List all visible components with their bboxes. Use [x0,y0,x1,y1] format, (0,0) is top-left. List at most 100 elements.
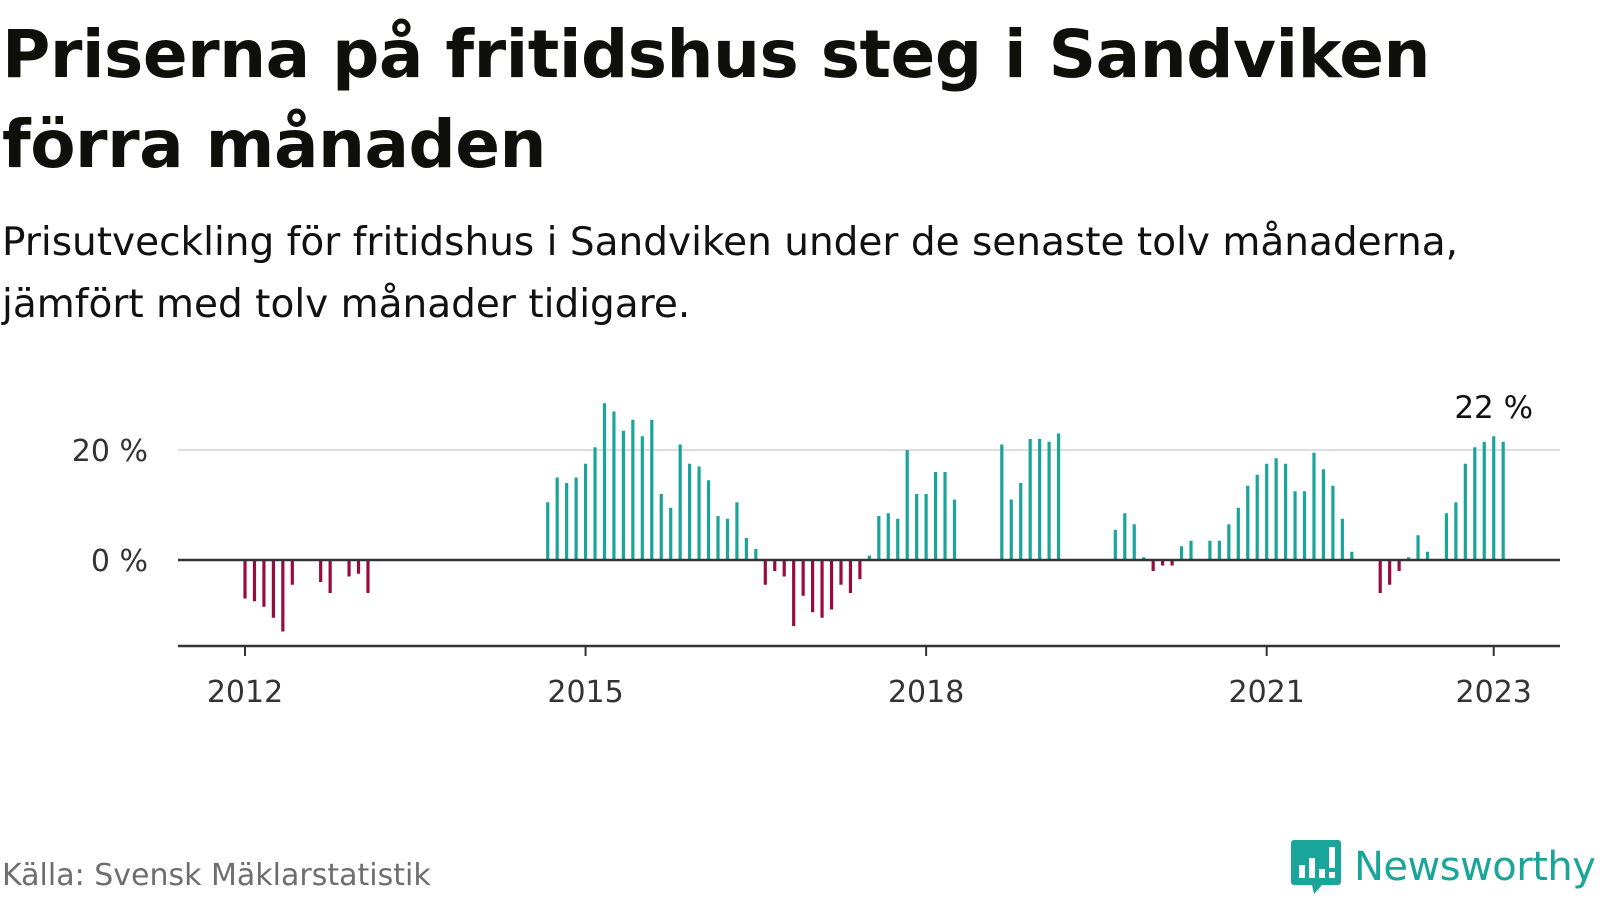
bar [905,450,909,560]
bar [1416,535,1420,560]
bar [631,419,635,560]
bar [1000,444,1004,560]
bar [328,560,332,593]
bar [1425,551,1430,560]
bar [574,477,578,560]
x-tick-label: 2018 [888,675,964,710]
bar [943,472,947,560]
chart-title: Priserna på fritidshus steg i Sandviken … [2,16,1430,183]
y-tick-label: 0 % [91,544,148,579]
bar [1302,491,1307,560]
bar [281,560,285,632]
bar [1378,560,1382,593]
bar [1151,560,1155,571]
latest-value-annotation: 22 % [1454,390,1533,426]
bar [801,560,805,596]
bar [650,419,654,560]
bar [1397,560,1401,571]
bar [1236,507,1240,560]
bar-chart: 0 % 20 % 2012 2015 2018 2021 2023 22 % [72,390,1560,710]
bar [1028,439,1032,560]
bar [271,560,275,618]
bar [782,560,786,577]
bar [659,494,663,560]
bar [811,560,815,613]
bar [319,560,323,582]
bar [1406,557,1411,560]
bar [886,513,890,560]
bar [952,499,957,560]
x-tick-label: 2023 [1456,675,1532,710]
bar [1142,557,1146,560]
bar [933,472,938,560]
bar [1444,513,1449,560]
bar [763,560,767,585]
brand-logo: Newsworthy [1290,838,1596,896]
brand-name: Newsworthy [1354,844,1596,890]
bar [1217,540,1221,560]
bar [754,549,758,560]
bar [1132,524,1136,560]
bar [1293,491,1297,560]
bar [744,538,748,560]
bar [792,560,796,626]
bar [848,560,853,593]
bar [621,430,625,560]
bar [1284,463,1288,560]
bar [1056,433,1061,560]
bar [1189,540,1193,560]
bar [593,447,597,560]
bar [1454,502,1458,560]
bar [924,494,928,560]
bar [839,560,843,585]
source-note: Källa: Svensk Mäklarstatistik [2,858,431,893]
bar [1350,551,1354,560]
bar [1321,469,1326,560]
bar [867,555,871,560]
bar [612,411,616,560]
bar [735,502,739,560]
bar [716,516,720,560]
bar [262,560,266,607]
bar [896,518,900,560]
bar [546,502,550,560]
bar [1038,439,1042,560]
x-tick-label: 2021 [1229,675,1305,710]
bar [1227,524,1231,560]
chart-subtitle: Prisutveckling för fritidshus i Sandvike… [2,220,1459,327]
bar [1179,546,1184,560]
bar [1274,458,1278,560]
axis-labels: 0 % 20 % 2012 2015 2018 2021 2023 22 % [72,390,1533,710]
x-tick-label: 2015 [547,675,623,710]
bar [1246,485,1250,560]
bar [1463,463,1467,560]
bar [640,436,644,560]
bar [555,477,559,560]
bar [678,444,682,560]
x-tick-label: 2012 [207,675,283,710]
bar [829,560,834,610]
bar [1047,441,1051,560]
bar [565,483,569,560]
bar [1482,441,1486,560]
bar [1009,499,1013,560]
bar-chart-speech-bubble-icon [1291,840,1341,894]
bar [243,560,247,599]
bar [1492,436,1496,560]
bar [1161,560,1165,566]
bar [366,560,370,593]
bar [1019,483,1023,560]
bar [1113,529,1117,560]
bar [1265,463,1269,560]
bar [1473,447,1477,560]
bar [688,463,692,560]
bar [1340,518,1344,560]
axes [178,558,1560,656]
bar [583,463,588,560]
bar [1331,485,1335,560]
bar [669,507,673,560]
bar [1388,560,1392,585]
bar [602,403,607,560]
bar [820,560,824,618]
bar [1501,441,1505,560]
